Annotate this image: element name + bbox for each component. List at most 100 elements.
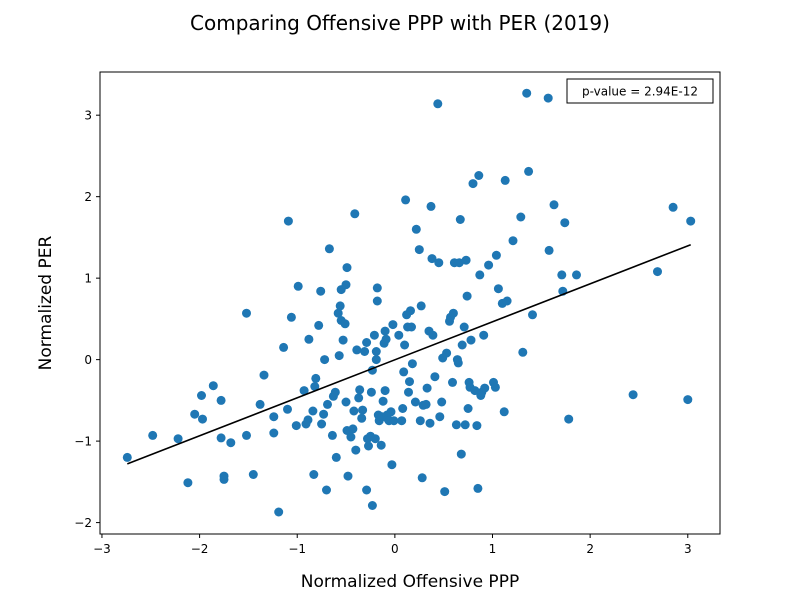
data-point xyxy=(414,245,424,255)
data-point xyxy=(322,485,331,495)
data-point xyxy=(320,355,330,365)
data-point xyxy=(470,386,480,396)
data-point xyxy=(437,397,447,407)
data-point xyxy=(310,382,320,391)
data-point xyxy=(557,270,567,280)
data-point xyxy=(304,334,314,344)
data-point xyxy=(351,445,361,455)
data-point xyxy=(421,399,431,409)
p-value-annotation: p-value = 2.94E-12 xyxy=(566,78,714,104)
data-point xyxy=(349,406,359,416)
data-point xyxy=(454,258,464,268)
data-point xyxy=(376,440,386,450)
data-point xyxy=(473,483,483,493)
data-point xyxy=(433,99,443,109)
data-point xyxy=(440,487,450,497)
data-point xyxy=(366,387,376,397)
x-tick-label: −1 xyxy=(288,542,306,556)
data-point xyxy=(407,359,417,369)
data-point xyxy=(190,409,200,419)
data-point xyxy=(314,320,324,330)
data-point xyxy=(381,334,391,344)
data-point xyxy=(457,340,467,350)
data-point xyxy=(397,416,407,426)
data-point xyxy=(311,373,321,383)
data-point xyxy=(459,322,469,332)
data-point xyxy=(480,383,490,393)
data-point xyxy=(404,387,413,397)
data-point xyxy=(434,258,444,268)
data-point xyxy=(216,395,226,405)
data-point xyxy=(686,216,696,226)
x-tick-label: 3 xyxy=(684,542,692,556)
data-point xyxy=(219,474,229,484)
data-point xyxy=(683,395,693,405)
data-point xyxy=(475,270,485,280)
y-tick-label: 0 xyxy=(84,353,92,367)
data-point xyxy=(484,260,494,270)
data-point xyxy=(491,250,501,260)
data-point xyxy=(360,347,370,356)
data-point xyxy=(461,255,471,265)
chart-title: Comparing Offensive PPP with PER (2019) xyxy=(190,11,610,35)
data-point xyxy=(410,397,420,407)
data-point xyxy=(502,296,512,306)
data-point xyxy=(355,385,365,395)
data-point xyxy=(364,441,373,451)
x-tick-label: 1 xyxy=(489,542,497,556)
data-point xyxy=(466,335,476,345)
data-point xyxy=(352,345,362,355)
data-point xyxy=(334,351,344,361)
axes-frame xyxy=(99,71,721,535)
data-point xyxy=(357,413,367,423)
data-point xyxy=(442,348,452,358)
data-point xyxy=(335,301,345,311)
data-point xyxy=(453,358,463,368)
x-tick-label: 2 xyxy=(586,542,594,556)
data-point xyxy=(248,470,258,479)
data-point xyxy=(474,171,484,180)
data-point xyxy=(274,507,284,517)
data-point xyxy=(448,308,458,318)
data-point xyxy=(528,310,537,320)
data-point xyxy=(242,430,251,440)
data-point xyxy=(362,485,372,495)
data-point xyxy=(354,393,364,403)
data-point xyxy=(346,432,356,442)
data-point xyxy=(455,215,465,224)
data-point xyxy=(463,404,473,413)
data-point xyxy=(522,88,532,98)
data-point xyxy=(462,291,472,301)
data-point xyxy=(380,386,390,396)
annotation-box xyxy=(566,78,714,104)
data-point xyxy=(338,335,348,345)
data-point xyxy=(426,201,436,211)
data-point xyxy=(493,284,503,294)
data-point xyxy=(293,281,303,291)
data-point xyxy=(508,236,518,246)
data-point xyxy=(327,430,337,440)
data-point xyxy=(472,421,482,431)
data-point xyxy=(148,430,158,440)
data-point xyxy=(362,338,372,347)
data-point xyxy=(255,399,265,409)
y-tick-label: 1 xyxy=(84,272,92,286)
data-point xyxy=(401,195,411,205)
data-point xyxy=(448,377,457,387)
data-point xyxy=(370,434,380,444)
data-point xyxy=(316,286,326,296)
data-point xyxy=(380,326,390,336)
data-point xyxy=(309,470,319,479)
data-point xyxy=(460,420,470,430)
data-point xyxy=(198,414,207,424)
data-point xyxy=(371,355,381,365)
data-point xyxy=(283,216,293,226)
data-point xyxy=(259,370,269,380)
data-point xyxy=(411,224,421,234)
data-point xyxy=(407,322,416,332)
data-point xyxy=(386,407,396,417)
data-point xyxy=(428,330,438,340)
data-point xyxy=(308,406,318,416)
y-tick-label: 2 xyxy=(84,190,92,204)
data-point xyxy=(415,416,425,426)
